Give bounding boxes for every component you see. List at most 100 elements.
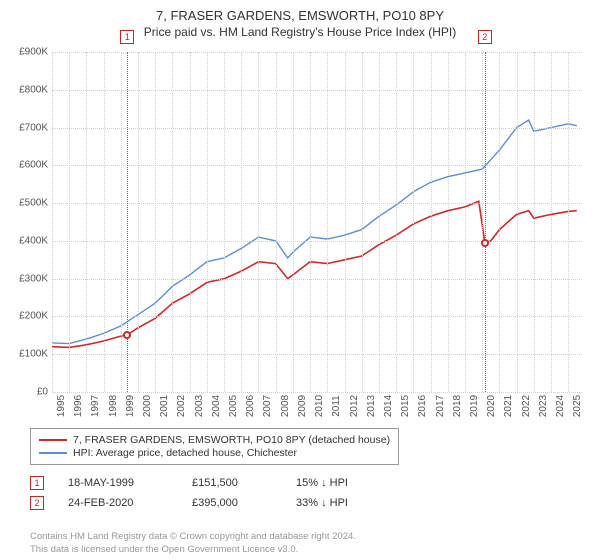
x-axis-label: 2004 [207,395,222,417]
x-axis-label: 2003 [190,395,205,417]
x-axis-label: 2015 [396,395,411,417]
grid-line [379,52,380,392]
sale-marker-icon: 1 [30,476,44,490]
chart-title: 7, FRASER GARDENS, EMSWORTH, PO10 8PY [0,8,600,23]
x-axis-label: 2025 [568,395,583,417]
x-axis-label: 2016 [413,395,428,417]
grid-line [362,52,363,392]
y-axis-label: £100K [19,349,52,360]
grid-line [52,128,582,129]
grid-line [499,52,500,392]
grid-line [224,52,225,392]
grid-line [241,52,242,392]
sale-date: 18-MAY-1999 [68,477,168,489]
y-axis-label: £800K [19,84,52,95]
legend-box: 7, FRASER GARDENS, EMSWORTH, PO10 8PY (d… [30,428,399,465]
sale-date: 24-FEB-2020 [68,497,168,509]
grid-line [69,52,70,392]
event-line [485,52,486,392]
chart-container: 7, FRASER GARDENS, EMSWORTH, PO10 8PY Pr… [0,0,600,560]
x-axis-label: 2000 [138,395,153,417]
legend-label: 7, FRASER GARDENS, EMSWORTH, PO10 8PY (d… [73,434,390,446]
sale-row: 2 24-FEB-2020 £395,000 33% ↓ HPI [30,496,348,510]
title-block: 7, FRASER GARDENS, EMSWORTH, PO10 8PY Pr… [0,0,600,39]
event-marker-icon: 1 [120,30,134,44]
x-axis-label: 2001 [155,395,170,417]
grid-line [258,52,259,392]
sale-row: 1 18-MAY-1999 £151,500 15% ↓ HPI [30,476,348,490]
grid-line [121,52,122,392]
sale-marker-icon: 2 [30,496,44,510]
sales-table: 1 18-MAY-1999 £151,500 15% ↓ HPI 2 24-FE… [30,470,348,516]
grid-line [52,241,582,242]
grid-line [310,52,311,392]
x-axis-label: 2024 [551,395,566,417]
x-axis-label: 2017 [431,395,446,417]
x-axis-label: 2014 [379,395,394,417]
x-axis-label: 2008 [276,395,291,417]
grid-line [396,52,397,392]
x-axis-label: 2021 [499,395,514,417]
grid-line [104,52,105,392]
x-axis-label: 2011 [327,395,342,417]
x-axis-label: 2020 [482,395,497,417]
grid-line [207,52,208,392]
legend: 7, FRASER GARDENS, EMSWORTH, PO10 8PY (d… [30,428,570,465]
x-axis-label: 2002 [172,395,187,417]
legend-label: HPI: Average price, detached house, Chic… [73,447,297,459]
footer-attribution: Contains HM Land Registry data © Crown c… [30,531,356,556]
x-axis-label: 1995 [52,395,67,417]
grid-line [327,52,328,392]
y-axis-label: £200K [19,311,52,322]
sale-delta: 33% ↓ HPI [296,497,348,509]
x-axis-label: 2010 [310,395,325,417]
footer-line: Contains HM Land Registry data © Crown c… [30,531,356,543]
event-marker-icon: 2 [478,30,492,44]
grid-line [276,52,277,392]
sale-delta: 15% ↓ HPI [296,477,348,489]
grid-line [413,52,414,392]
grid-line [465,52,466,392]
series-line [52,201,577,347]
series-marker-dot [481,239,489,247]
sale-price: £151,500 [192,477,272,489]
legend-item: 7, FRASER GARDENS, EMSWORTH, PO10 8PY (d… [39,434,390,446]
grid-line [138,52,139,392]
grid-line [155,52,156,392]
x-axis-label: 2009 [293,395,308,417]
x-axis-label: 2007 [258,395,273,417]
y-axis-label: £900K [19,47,52,58]
grid-line [52,203,582,204]
x-axis-label: 2018 [448,395,463,417]
x-axis-label: 2005 [224,395,239,417]
grid-line [551,52,552,392]
y-axis-label: £600K [19,160,52,171]
x-axis-label: 2022 [517,395,532,417]
plot-area: £0£100K£200K£300K£400K£500K£600K£700K£80… [52,52,582,392]
y-axis-label: £300K [19,273,52,284]
grid-line [52,52,53,392]
series-marker-dot [123,331,131,339]
y-axis-label: £500K [19,198,52,209]
x-axis-label: 1999 [121,395,136,417]
footer-line: This data is licensed under the Open Gov… [30,544,356,556]
grid-line [568,52,569,392]
x-axis-label: 1998 [104,395,119,417]
legend-swatch [39,439,67,441]
grid-line [517,52,518,392]
grid-line [52,279,582,280]
legend-item: HPI: Average price, detached house, Chic… [39,447,390,459]
grid-line [190,52,191,392]
y-axis-label: £0 [37,387,52,398]
sale-price: £395,000 [192,497,272,509]
x-axis-label: 1996 [69,395,84,417]
grid-line [345,52,346,392]
x-axis-label: 2019 [465,395,480,417]
chart-subtitle: Price paid vs. HM Land Registry's House … [0,25,600,39]
x-axis-label: 2013 [362,395,377,417]
grid-line [431,52,432,392]
grid-line [52,90,582,91]
y-axis-label: £400K [19,235,52,246]
grid-line [52,392,582,393]
legend-swatch [39,452,67,454]
